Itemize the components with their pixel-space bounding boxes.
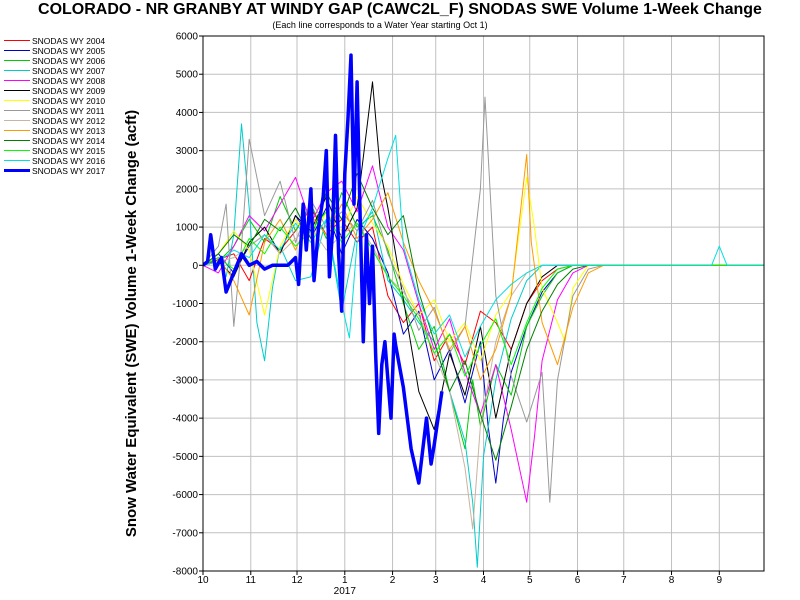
legend-label: SNODAS WY 2007 xyxy=(32,66,106,76)
plot-border xyxy=(202,35,765,572)
legend-label: SNODAS WY 2008 xyxy=(32,76,106,86)
legend-swatch xyxy=(4,70,30,71)
legend-label: SNODAS WY 2006 xyxy=(32,56,106,66)
legend-label: SNODAS WY 2016 xyxy=(32,156,106,166)
y-tick-label: -4000 xyxy=(172,414,198,425)
legend-label: SNODAS WY 2012 xyxy=(32,116,106,126)
x-tick-label: 9 xyxy=(717,575,723,586)
legend-label: SNODAS WY 2013 xyxy=(32,126,106,136)
x-tick-label: 4 xyxy=(481,575,487,586)
x-tick-label: 10 xyxy=(197,575,209,586)
series-line-snodas-wy-2014 xyxy=(203,173,764,461)
x-tick-label: 12 xyxy=(291,575,303,586)
y-tick-label: -6000 xyxy=(172,490,198,501)
x-tick-label: 1 xyxy=(342,575,348,586)
y-tick-label: -1000 xyxy=(172,299,198,310)
series-line-snodas-wy-2007 xyxy=(203,123,764,568)
y-tick-label: 2000 xyxy=(176,184,199,195)
legend-label: SNODAS WY 2004 xyxy=(32,36,106,46)
y-tick-label: 4000 xyxy=(176,108,199,119)
legend-swatch xyxy=(4,40,30,41)
legend-label: SNODAS WY 2015 xyxy=(32,146,106,156)
y-tick-label: -2000 xyxy=(172,337,198,348)
series-line-snodas-wy-2008 xyxy=(203,165,764,503)
x-tick-label: 11 xyxy=(246,575,257,586)
legend-swatch xyxy=(4,50,30,51)
x-tick-label: 7 xyxy=(621,575,627,586)
legend-swatch xyxy=(4,130,30,131)
y-tick-label: -5000 xyxy=(172,452,198,463)
y-tick-label: 6000 xyxy=(176,32,199,43)
series-line-snodas-wy-2015 xyxy=(203,211,764,377)
legend-swatch xyxy=(4,169,30,172)
y-tick-label: 3000 xyxy=(176,146,199,157)
x-tick-label: 6 xyxy=(575,575,581,586)
legend-swatch xyxy=(4,140,30,141)
legend-swatch xyxy=(4,150,30,151)
x-tick-label: 3 xyxy=(433,575,439,586)
y-tick-label: -7000 xyxy=(172,528,198,539)
legend-swatch xyxy=(4,160,30,161)
y-axis-label: Snow Water Equivalent (SWE) Volume 1-Wee… xyxy=(123,110,140,537)
x-tick-label: 8 xyxy=(669,575,675,586)
legend-swatch xyxy=(4,110,30,111)
x-tick-label: 2 xyxy=(390,575,396,586)
legend-label: SNODAS WY 2010 xyxy=(32,96,106,106)
legend-swatch xyxy=(4,120,30,121)
legend-swatch xyxy=(4,60,30,61)
chart-subtitle: (Each line corresponds to a Water Year s… xyxy=(272,20,488,30)
legend-label: SNODAS WY 2009 xyxy=(32,86,106,96)
legend-label: SNODAS WY 2017 xyxy=(32,166,106,176)
series-line-snodas-wy-2006 xyxy=(203,192,764,450)
legend-label: SNODAS WY 2014 xyxy=(32,136,106,146)
series-line-snodas-wy-2017 xyxy=(203,53,444,485)
y-tick-label: -8000 xyxy=(172,567,198,578)
y-tick-label: 1000 xyxy=(176,223,199,234)
legend-label: SNODAS WY 2011 xyxy=(32,106,105,116)
legend-swatch xyxy=(4,100,30,101)
chart-title: COLORADO - NR GRANBY AT WINDY GAP (CAWC2… xyxy=(38,1,762,18)
legend-swatch xyxy=(4,80,30,81)
y-tick-label: 0 xyxy=(192,261,198,272)
legend-swatch xyxy=(4,90,30,91)
x-year-label: 2017 xyxy=(334,586,357,597)
series-line-snodas-wy-2011 xyxy=(203,96,764,503)
legend-label: SNODAS WY 2005 xyxy=(32,46,106,56)
y-tick-label: -3000 xyxy=(172,375,198,386)
series-line-snodas-wy-2016 xyxy=(203,134,764,358)
y-tick-label: 5000 xyxy=(176,70,199,81)
x-tick-label: 5 xyxy=(527,575,533,586)
